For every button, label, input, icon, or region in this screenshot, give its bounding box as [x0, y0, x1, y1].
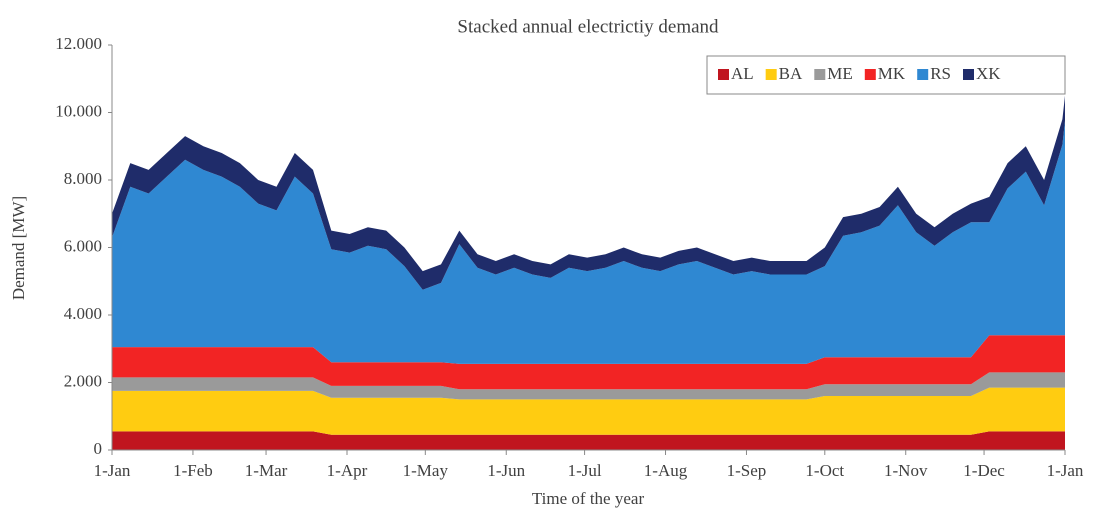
x-tick-label: 1-May [403, 461, 449, 480]
x-tick-label: 1-Dec [963, 461, 1005, 480]
x-tick-label: 1-Apr [327, 461, 368, 480]
x-tick-label: 1-Jul [568, 461, 602, 480]
legend-swatch [814, 69, 826, 80]
legend-swatch [963, 69, 974, 80]
x-tick-label: 1-Oct [805, 461, 844, 480]
y-tick-label: 4.000 [64, 304, 102, 323]
y-tick-label: 10.000 [55, 101, 102, 120]
area [112, 335, 1065, 390]
x-tick-label: 1-Mar [245, 461, 288, 480]
x-tick-label: 1-Aug [644, 461, 688, 480]
legend-label: BA [779, 64, 803, 83]
x-tick-label: 1-Sep [727, 461, 767, 480]
legend-label: MK [878, 64, 906, 83]
area [112, 372, 1065, 400]
x-tick-label: 1-Jun [487, 461, 525, 480]
legend-label: ME [827, 64, 853, 83]
y-tick-label: 0 [94, 439, 103, 458]
area [112, 95, 1065, 290]
y-tick-label: 6.000 [64, 236, 102, 255]
legend-swatch [917, 69, 929, 80]
legend-label: AL [731, 64, 754, 83]
area [112, 120, 1065, 364]
y-tick-label: 12.000 [55, 34, 102, 53]
legend-label: RS [930, 64, 951, 83]
y-tick-label: 8.000 [64, 169, 102, 188]
x-tick-label: 1-Feb [173, 461, 213, 480]
y-axis-title: Demand [MW] [9, 196, 28, 300]
x-tick-label: 1-Jan [94, 461, 131, 480]
chart-title: Stacked annual electrictiy demand [457, 16, 719, 37]
area [112, 431, 1065, 450]
area [112, 387, 1065, 435]
legend-swatch [864, 69, 876, 80]
y-tick-label: 2.000 [64, 371, 102, 390]
legend-swatch [718, 69, 729, 80]
x-axis-title: Time of the year [532, 489, 645, 508]
x-tick-label: 1-Nov [884, 461, 928, 480]
x-tick-label: 1-Jan [1047, 461, 1084, 480]
legend-swatch [765, 69, 777, 80]
legend-label: XK [976, 64, 1001, 83]
